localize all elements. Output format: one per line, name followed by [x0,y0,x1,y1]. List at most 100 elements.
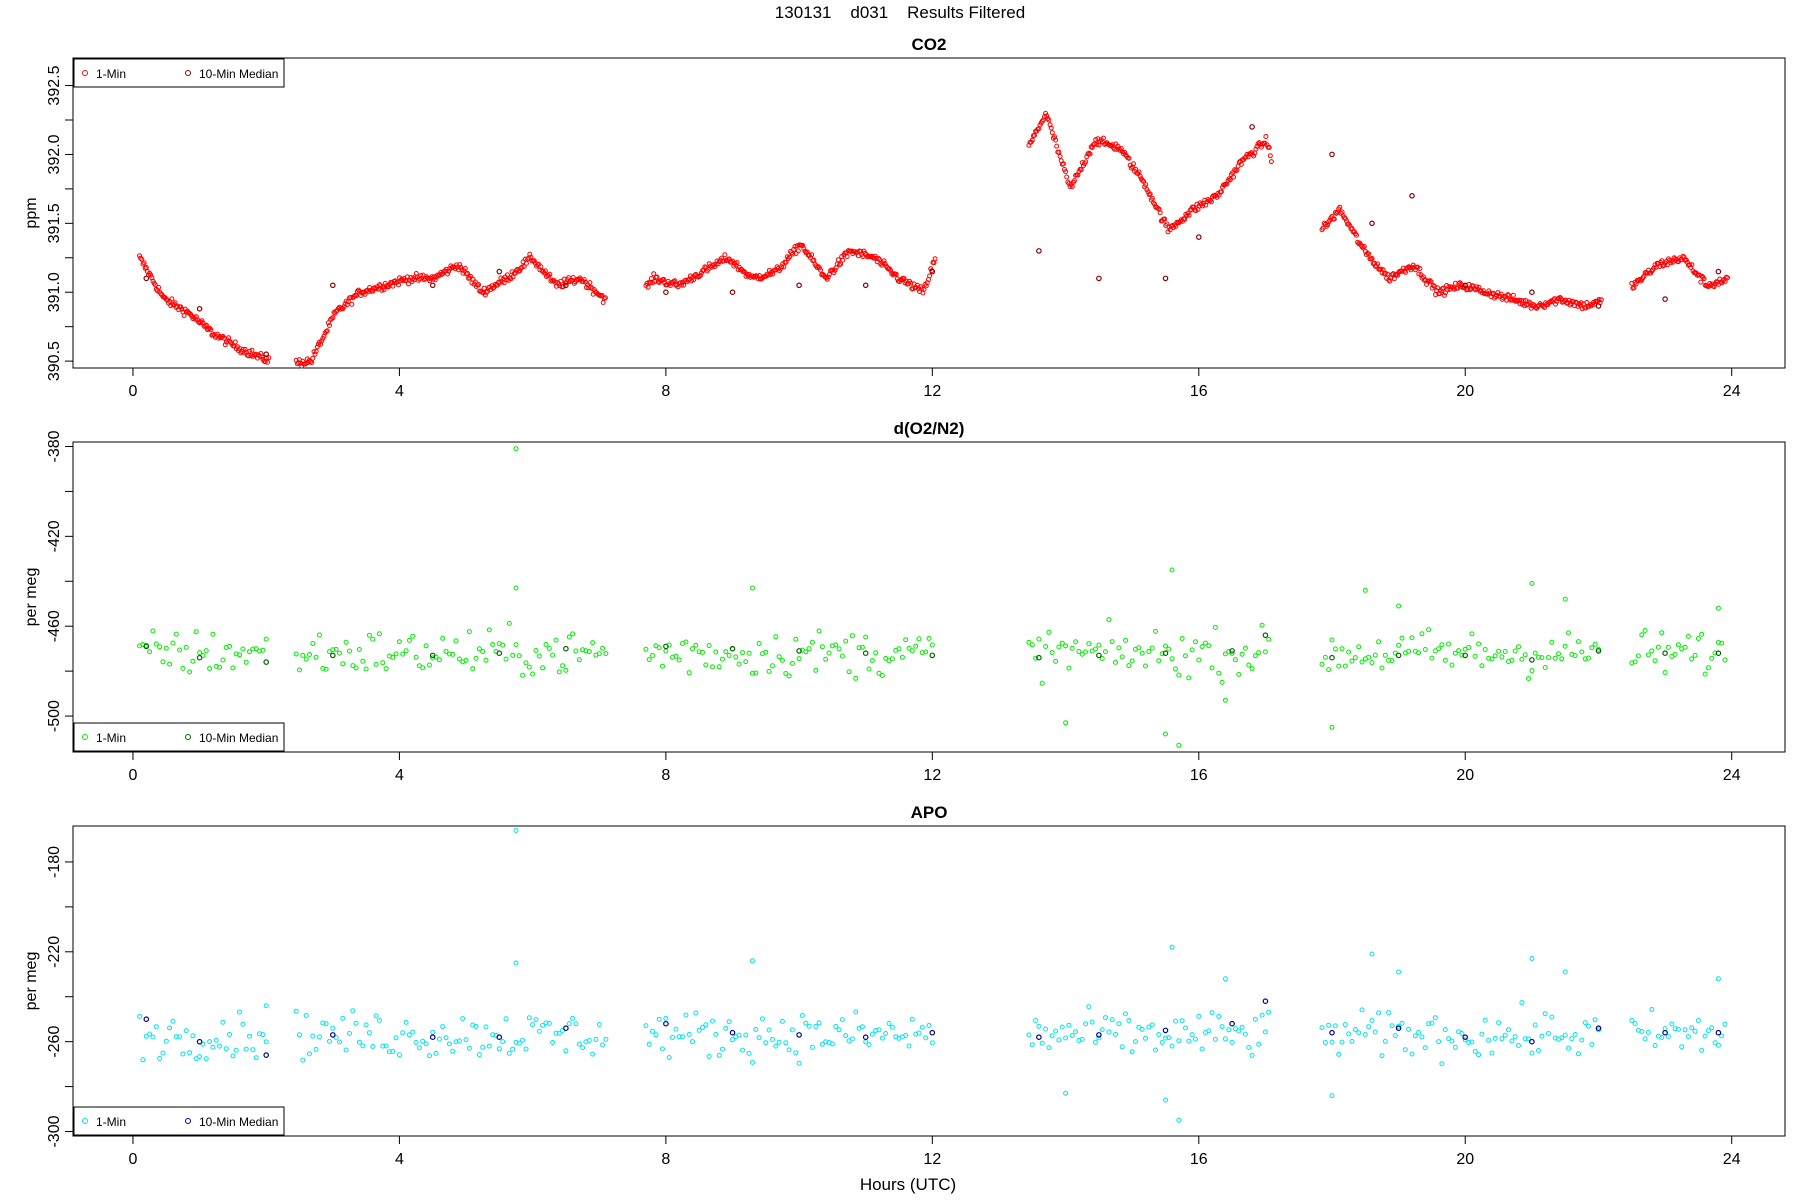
data-point [1083,159,1089,165]
data-point [393,651,399,657]
x-tick-label: 4 [395,1151,404,1168]
data-point [1239,1024,1245,1030]
data-point [1399,1020,1405,1026]
data-point [1712,650,1718,656]
data-point [516,1040,522,1046]
data-point [566,634,572,640]
data-point [376,631,382,637]
median-point [1096,652,1102,659]
y-tick-label: -220 [46,936,63,968]
data-point [1179,1018,1185,1024]
data-point [647,280,653,286]
x-tick-label: 8 [661,767,670,784]
data-point [721,258,727,264]
data-point [1692,652,1698,658]
data-point [293,1008,299,1014]
data-point [516,653,522,659]
data-point [180,1051,186,1057]
data-point [519,264,525,270]
data-point [862,250,868,256]
data-point [1389,1023,1395,1029]
median-point [729,1029,736,1036]
data-point [783,259,789,265]
data-point [1422,647,1428,652]
data-point [1267,153,1273,159]
data-point [1184,213,1190,219]
data-point [1670,259,1676,265]
data-point [1502,1032,1508,1038]
data-point [1476,641,1482,647]
data-point [476,1052,482,1058]
data-point [866,666,872,672]
data-point [356,1039,362,1045]
data-point [1629,1018,1635,1023]
data-point [167,1025,173,1031]
median-point [1529,1038,1535,1045]
data-point [1682,644,1688,650]
data-point [1665,1033,1671,1039]
data-point [1386,657,1392,663]
data-point [396,639,402,645]
outlier-point [750,958,755,964]
data-point [770,1037,775,1042]
data-point [1069,184,1075,189]
data-point [370,636,376,642]
data-point [1083,649,1088,655]
data-point [187,1050,193,1056]
data-point [734,260,740,266]
data-point [167,661,173,667]
data-point [1056,644,1062,650]
data-point [1137,173,1143,179]
data-point [1090,142,1096,148]
x-tick-label: 12 [923,767,941,784]
data-point [700,1024,705,1030]
data-point [227,643,232,649]
data-point [651,271,657,277]
data-point [1078,167,1084,173]
data-point [1526,1036,1531,1042]
data-point [763,1040,769,1046]
data-point [683,639,689,645]
data-point [169,296,175,302]
data-point [929,642,935,648]
data-point [1719,1033,1725,1039]
data-point [803,1020,809,1026]
median-point [263,351,270,358]
data-point [1635,653,1641,659]
data-point [806,646,812,652]
data-point [779,657,785,663]
data-point [187,669,193,675]
x-tick-label: 4 [395,383,404,400]
data-point [1469,1039,1475,1045]
data-point [456,1038,462,1044]
data-point [542,268,548,274]
data-point [1342,1022,1348,1028]
data-point [1510,292,1516,298]
data-point [1532,1022,1538,1028]
data-point [338,306,344,312]
data-point [1536,654,1541,660]
data-point [1436,646,1442,652]
data-point [1039,1040,1045,1046]
data-point [207,666,213,671]
data-point [603,1036,609,1042]
outlier-point [1329,1093,1335,1099]
data-point [210,1044,216,1050]
data-point [1429,655,1435,661]
data-point [311,349,317,355]
data-point [650,653,655,658]
data-point [643,1023,649,1029]
data-point [533,648,539,653]
data-point [835,257,841,263]
data-point [1507,297,1513,303]
data-point [1519,656,1525,662]
data-point [837,262,842,268]
data-point [1439,1061,1445,1067]
data-point [496,1046,502,1052]
data-point [566,1021,572,1027]
data-point [1199,1046,1205,1052]
data-point [1659,630,1665,636]
data-point [746,650,752,656]
data-point [1725,275,1730,281]
data-point [1164,221,1170,227]
